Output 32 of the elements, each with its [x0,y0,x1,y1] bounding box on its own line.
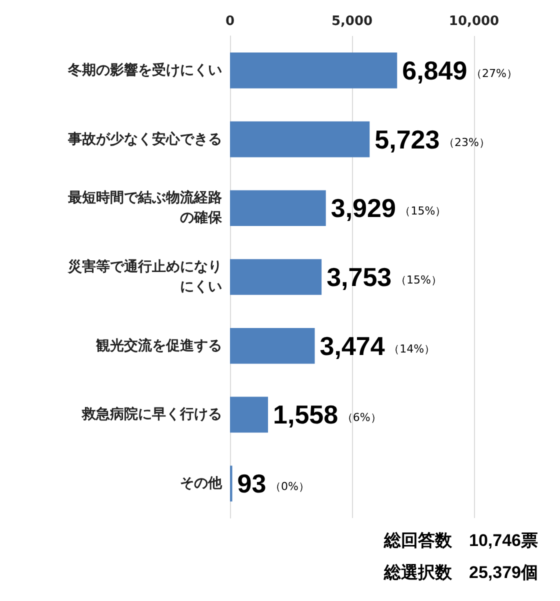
data-label: 3,929 [330,193,396,224]
x-tick-label: 5,000 [331,14,373,29]
y-tick-label: 冬期の影響を受けにくい [67,61,222,78]
bar [230,52,398,88]
data-label: 1,558 [273,400,338,430]
x-tick-label: 0 [225,14,235,29]
annotation: （6%） [342,411,382,424]
annotation: （15%） [400,204,446,218]
bar [230,259,322,295]
data-label: 3,753 [326,262,392,292]
annotation: （27%） [470,66,518,80]
bar [230,190,326,226]
y-tick-label: 災害等で通行止めになりにくい [67,258,222,295]
data-label: 5,723 [374,124,440,154]
bar [230,396,268,433]
y-tick-label: その他 [180,476,223,492]
data-label: 93 [237,468,266,499]
annotation: （23%） [444,136,490,149]
annotation: （0%） [270,480,310,494]
data-label: 6,849 [402,55,468,86]
text: 総回答数 10,746票 [383,531,538,550]
y-tick-label: 観光交流を促進する [95,336,222,354]
data-label: 3,474 [320,330,386,361]
annotation: （15%） [395,274,442,286]
annotation: （14%） [388,342,436,356]
y-tick-label: 救急病院に早く行ける [81,406,222,423]
text: 総選択数 25,379個 [383,563,538,582]
bar [230,328,315,364]
bar [230,121,370,158]
y-tick-label: 事故が少なく安心できる [67,130,222,148]
y-tick-label: 最短時間で結ぶ物流経路の確保 [67,189,223,226]
x-tick-label: 10,000 [448,14,500,29]
